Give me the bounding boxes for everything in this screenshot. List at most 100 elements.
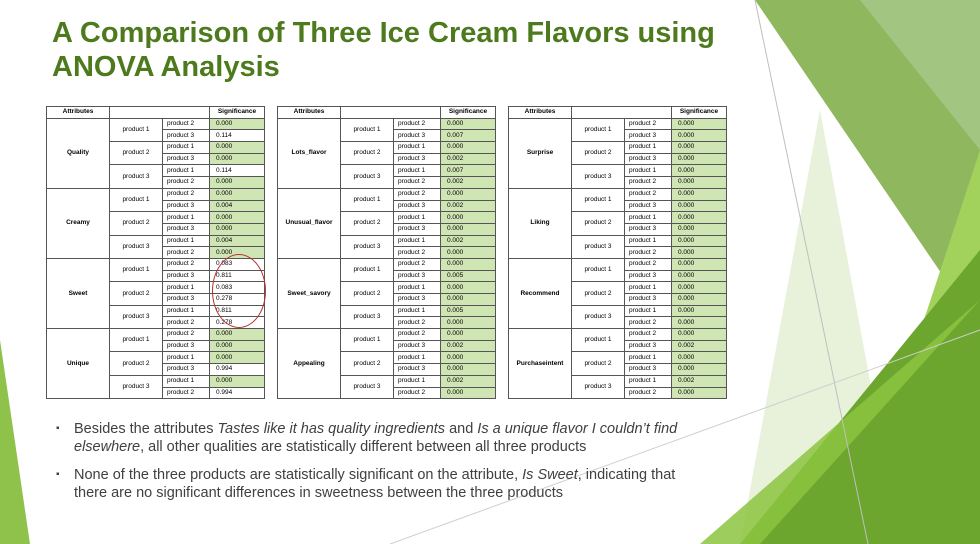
- significance-value: 0.000: [440, 187, 496, 201]
- comparison-product: product 1: [393, 211, 441, 224]
- comparison-product: product 3: [624, 222, 672, 236]
- table-row: product 2 product 1 0.000: [278, 211, 496, 236]
- table-row: product 2 product 1 0.000: [509, 141, 727, 166]
- significance-value: 0.000: [209, 351, 265, 365]
- table-row: product 3 0.000: [509, 269, 727, 283]
- significance-value: 0.002: [440, 152, 496, 166]
- comparison-product: product 3: [162, 152, 210, 166]
- table-row: Unique product 1 product 2 0.000: [46, 328, 265, 400]
- product-label: product 1: [571, 187, 625, 213]
- significance-value: 0.000: [440, 117, 496, 131]
- table-row: product 3 0.005: [278, 269, 496, 283]
- significance-value: 0.004: [209, 199, 265, 213]
- comparison-product: product 3: [624, 129, 672, 143]
- significance-value: 0.000: [209, 117, 265, 131]
- table-row: product 2 0.000: [509, 176, 727, 189]
- significance-value: 0.000: [440, 386, 496, 400]
- table-header-row: Attributes Significance: [277, 106, 496, 119]
- product-label: product 2: [109, 351, 163, 376]
- significance-value: 0.000: [671, 386, 727, 400]
- significance-value: 0.005: [440, 269, 496, 283]
- table-row: product 3 0.000: [47, 152, 265, 166]
- significance-value: 0.000: [440, 363, 496, 376]
- comparison-product: product 1: [162, 234, 210, 248]
- comparison-product: product 2: [393, 117, 441, 131]
- product-label: product 1: [109, 187, 163, 213]
- product-label: product 1: [340, 117, 394, 143]
- significance-value: 0.002: [440, 199, 496, 213]
- table-row: product 3 product 1 0.000: [509, 234, 727, 259]
- significance-value: 0.000: [440, 351, 496, 365]
- attribute-name: Creamy: [46, 187, 110, 259]
- significance-value: 0.994: [209, 363, 265, 376]
- comparison-product: product 2: [162, 316, 210, 330]
- decorative-line-1: [754, 0, 869, 544]
- significance-value: 0.000: [671, 246, 727, 259]
- comparison-product: product 1: [393, 141, 441, 154]
- significance-value: 0.000: [671, 117, 727, 131]
- table-row: product 3 0.000: [278, 363, 496, 376]
- bullet-marker: ▪: [56, 469, 60, 480]
- comparison-product: product 1: [393, 351, 441, 365]
- decorative-line-2: [389, 329, 980, 544]
- significance-value: 0.002: [440, 234, 496, 248]
- product-label: product 2: [340, 141, 394, 166]
- table-row: product 2 product 1 0.000: [278, 281, 496, 306]
- comparison-product: product 3: [162, 199, 210, 213]
- comparison-product: product 1: [624, 351, 672, 365]
- significance-value: 0.114: [209, 129, 265, 143]
- product-label: product 2: [571, 351, 625, 376]
- product-label: product 3: [340, 374, 394, 400]
- significance-value: 0.000: [209, 211, 265, 224]
- bullet-text: None of the three products are statistic…: [74, 467, 523, 483]
- significance-value: 0.000: [671, 141, 727, 154]
- significance-value: 0.000: [671, 211, 727, 224]
- comparison-product: product 3: [162, 269, 210, 283]
- comparison-product: product 2: [162, 246, 210, 259]
- anova-tables: Attributes Significance Quality product 1 pr…: [46, 106, 727, 400]
- product-label: product 3: [571, 304, 625, 330]
- attribute-name: Liking: [508, 187, 572, 259]
- product-label: product 1: [340, 187, 394, 213]
- significance-value: 0.000: [671, 293, 727, 306]
- comparison-product: product 2: [393, 386, 441, 400]
- product-label: product 2: [340, 351, 394, 376]
- significance-value: 0.000: [209, 328, 265, 341]
- comparison-product: product 1: [162, 304, 210, 318]
- comparison-product: product 1: [393, 164, 441, 178]
- comparison-product: product 3: [624, 363, 672, 376]
- product-label: product 3: [571, 234, 625, 259]
- table-row: product 2 product 1 0.000: [509, 211, 727, 236]
- significance-value: 0.000: [209, 176, 265, 189]
- comparison-product: product 2: [624, 187, 672, 201]
- significance-value: 0.000: [671, 304, 727, 318]
- comparison-product: product 3: [393, 339, 441, 353]
- table-row: product 3 0.000: [47, 222, 265, 236]
- comparison-product: product 3: [624, 269, 672, 283]
- significance-value: 0.005: [440, 304, 496, 318]
- attribute-name: Purchaseintent: [508, 328, 572, 400]
- significance-value: 0.000: [671, 328, 727, 341]
- significance-value: 0.000: [209, 222, 265, 236]
- comparison-product: product 2: [624, 176, 672, 189]
- table-row: product 3 0.002: [278, 152, 496, 166]
- attribute-name: Sweet: [46, 257, 110, 330]
- comparison-product: product 3: [162, 293, 210, 306]
- product-label: product 1: [109, 328, 163, 353]
- table-header-row: Attributes Significance: [46, 106, 265, 119]
- significance-value: 0.002: [671, 374, 727, 388]
- comparison-product: product 2: [162, 328, 210, 341]
- table-row: product 3 0.000: [509, 363, 727, 376]
- comparison-product: product 2: [393, 257, 441, 271]
- comparison-product: product 2: [162, 187, 210, 201]
- comparison-product: product 2: [624, 316, 672, 330]
- table-row: product 2 0.000: [278, 386, 496, 400]
- table-row: product 3 0.000: [509, 293, 727, 306]
- comparison-product: product 3: [624, 199, 672, 213]
- significance-value: 0.002: [440, 374, 496, 388]
- significance-value: 0.004: [209, 234, 265, 248]
- comparison-product: product 2: [393, 246, 441, 259]
- table-row: product 2 product 1 0.000: [278, 351, 496, 376]
- table-row: product 2 0.000: [509, 386, 727, 400]
- comparison-product: product 1: [162, 164, 210, 178]
